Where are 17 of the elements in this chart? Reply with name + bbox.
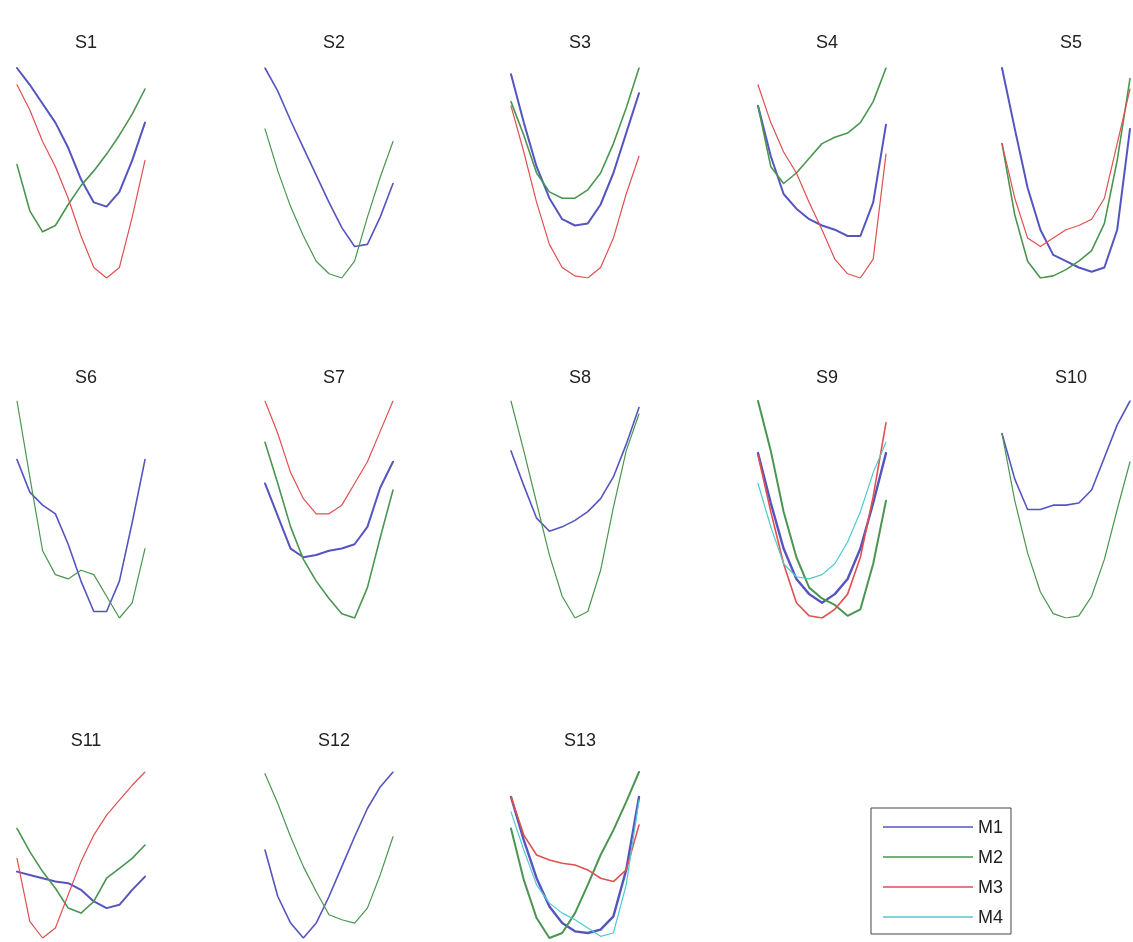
chart-title: S1 xyxy=(74,32,98,52)
legend-label: M3 xyxy=(978,877,1004,897)
chart-title: S13 xyxy=(563,730,597,750)
legend-label: M4 xyxy=(978,907,1004,927)
chart-title: S9 xyxy=(815,367,839,387)
chart-title: S2 xyxy=(322,32,346,52)
chart-title: S11 xyxy=(70,730,102,750)
chart-title: S4 xyxy=(815,32,839,52)
chart-title: S7 xyxy=(322,367,346,387)
chart-title: S6 xyxy=(74,367,98,387)
chart-title: S8 xyxy=(568,367,592,387)
legend-label: M2 xyxy=(978,847,1004,867)
chart-title: S10 xyxy=(1054,367,1088,387)
legend-label: M1 xyxy=(978,817,1004,837)
chart-title: S12 xyxy=(317,730,351,750)
chart-title: S3 xyxy=(568,32,592,52)
chart-title: S5 xyxy=(1059,32,1083,52)
